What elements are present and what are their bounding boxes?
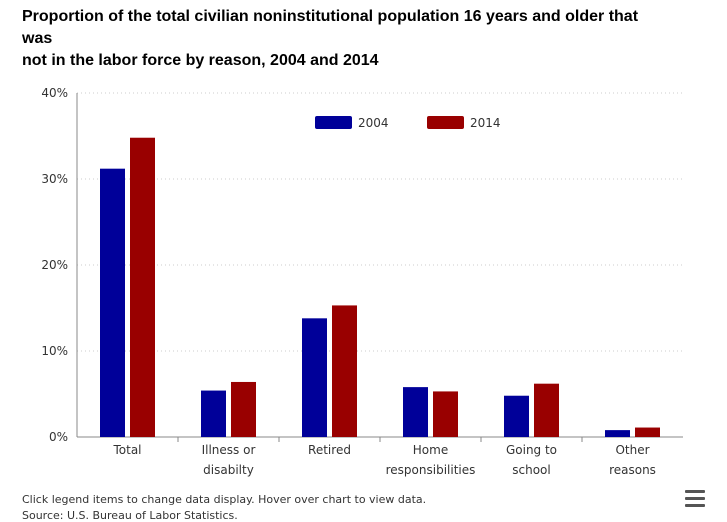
legend-swatch-2004[interactable] [315,116,352,129]
legend-label-2004[interactable]: 2004 [358,116,389,130]
bar-2014[interactable] [534,383,559,437]
chart-title-line-1: Proportion of the total civilian noninst… [22,8,639,25]
y-tick-label: 0% [49,430,68,444]
legend-label-2014[interactable]: 2014 [470,116,501,130]
bar-2004[interactable] [504,395,529,437]
y-tick-label: 30% [41,172,68,186]
bar-chart[interactable]: 0% 10% 20% 30% 40% Total Illness or disabilty Re… [0,0,727,490]
hamburger-icon-bar [685,504,705,507]
x-tick-label: Total [112,443,141,457]
bar-2004[interactable] [100,168,125,437]
x-tick-label: disabilty [203,463,254,477]
x-tick-label: Home [413,443,448,457]
chart-title-line-2: was [22,30,53,47]
y-tick-label: 10% [41,344,68,358]
hamburger-icon-bar [685,497,705,500]
legend-swatch-2014[interactable] [427,116,464,129]
bar-2004[interactable] [201,390,226,437]
x-tick-label: school [512,463,550,477]
x-tick-label: Illness or [202,443,256,457]
x-tick-label: reasons [609,463,656,477]
chart-source: Source: U.S. Bureau of Labor Statistics. [22,509,238,522]
bar-2014[interactable] [635,427,660,437]
y-tick-label: 20% [41,258,68,272]
bar-2004[interactable] [302,318,327,437]
x-tick-label: responsibilities [386,463,476,477]
bar-2014[interactable] [130,137,155,437]
chart-instructions: Click legend items to change data displa… [22,493,427,506]
bar-2014[interactable] [231,381,256,437]
hamburger-icon [685,490,705,493]
x-tick-label: Going to [506,443,557,457]
chart-menu-button[interactable] [683,488,707,510]
bar-2004[interactable] [403,387,428,437]
chart-title-line-3: not in the labor force by reason, 2004 a… [22,52,379,69]
bar-2014[interactable] [433,391,458,437]
x-tick-label: Retired [308,443,351,457]
x-tick-label: Other [615,443,649,457]
y-tick-label: 40% [41,86,68,100]
bar-2004[interactable] [605,430,630,437]
bar-2014[interactable] [332,305,357,437]
chart-title: Proportion of the total civilian noninst… [22,6,712,72]
